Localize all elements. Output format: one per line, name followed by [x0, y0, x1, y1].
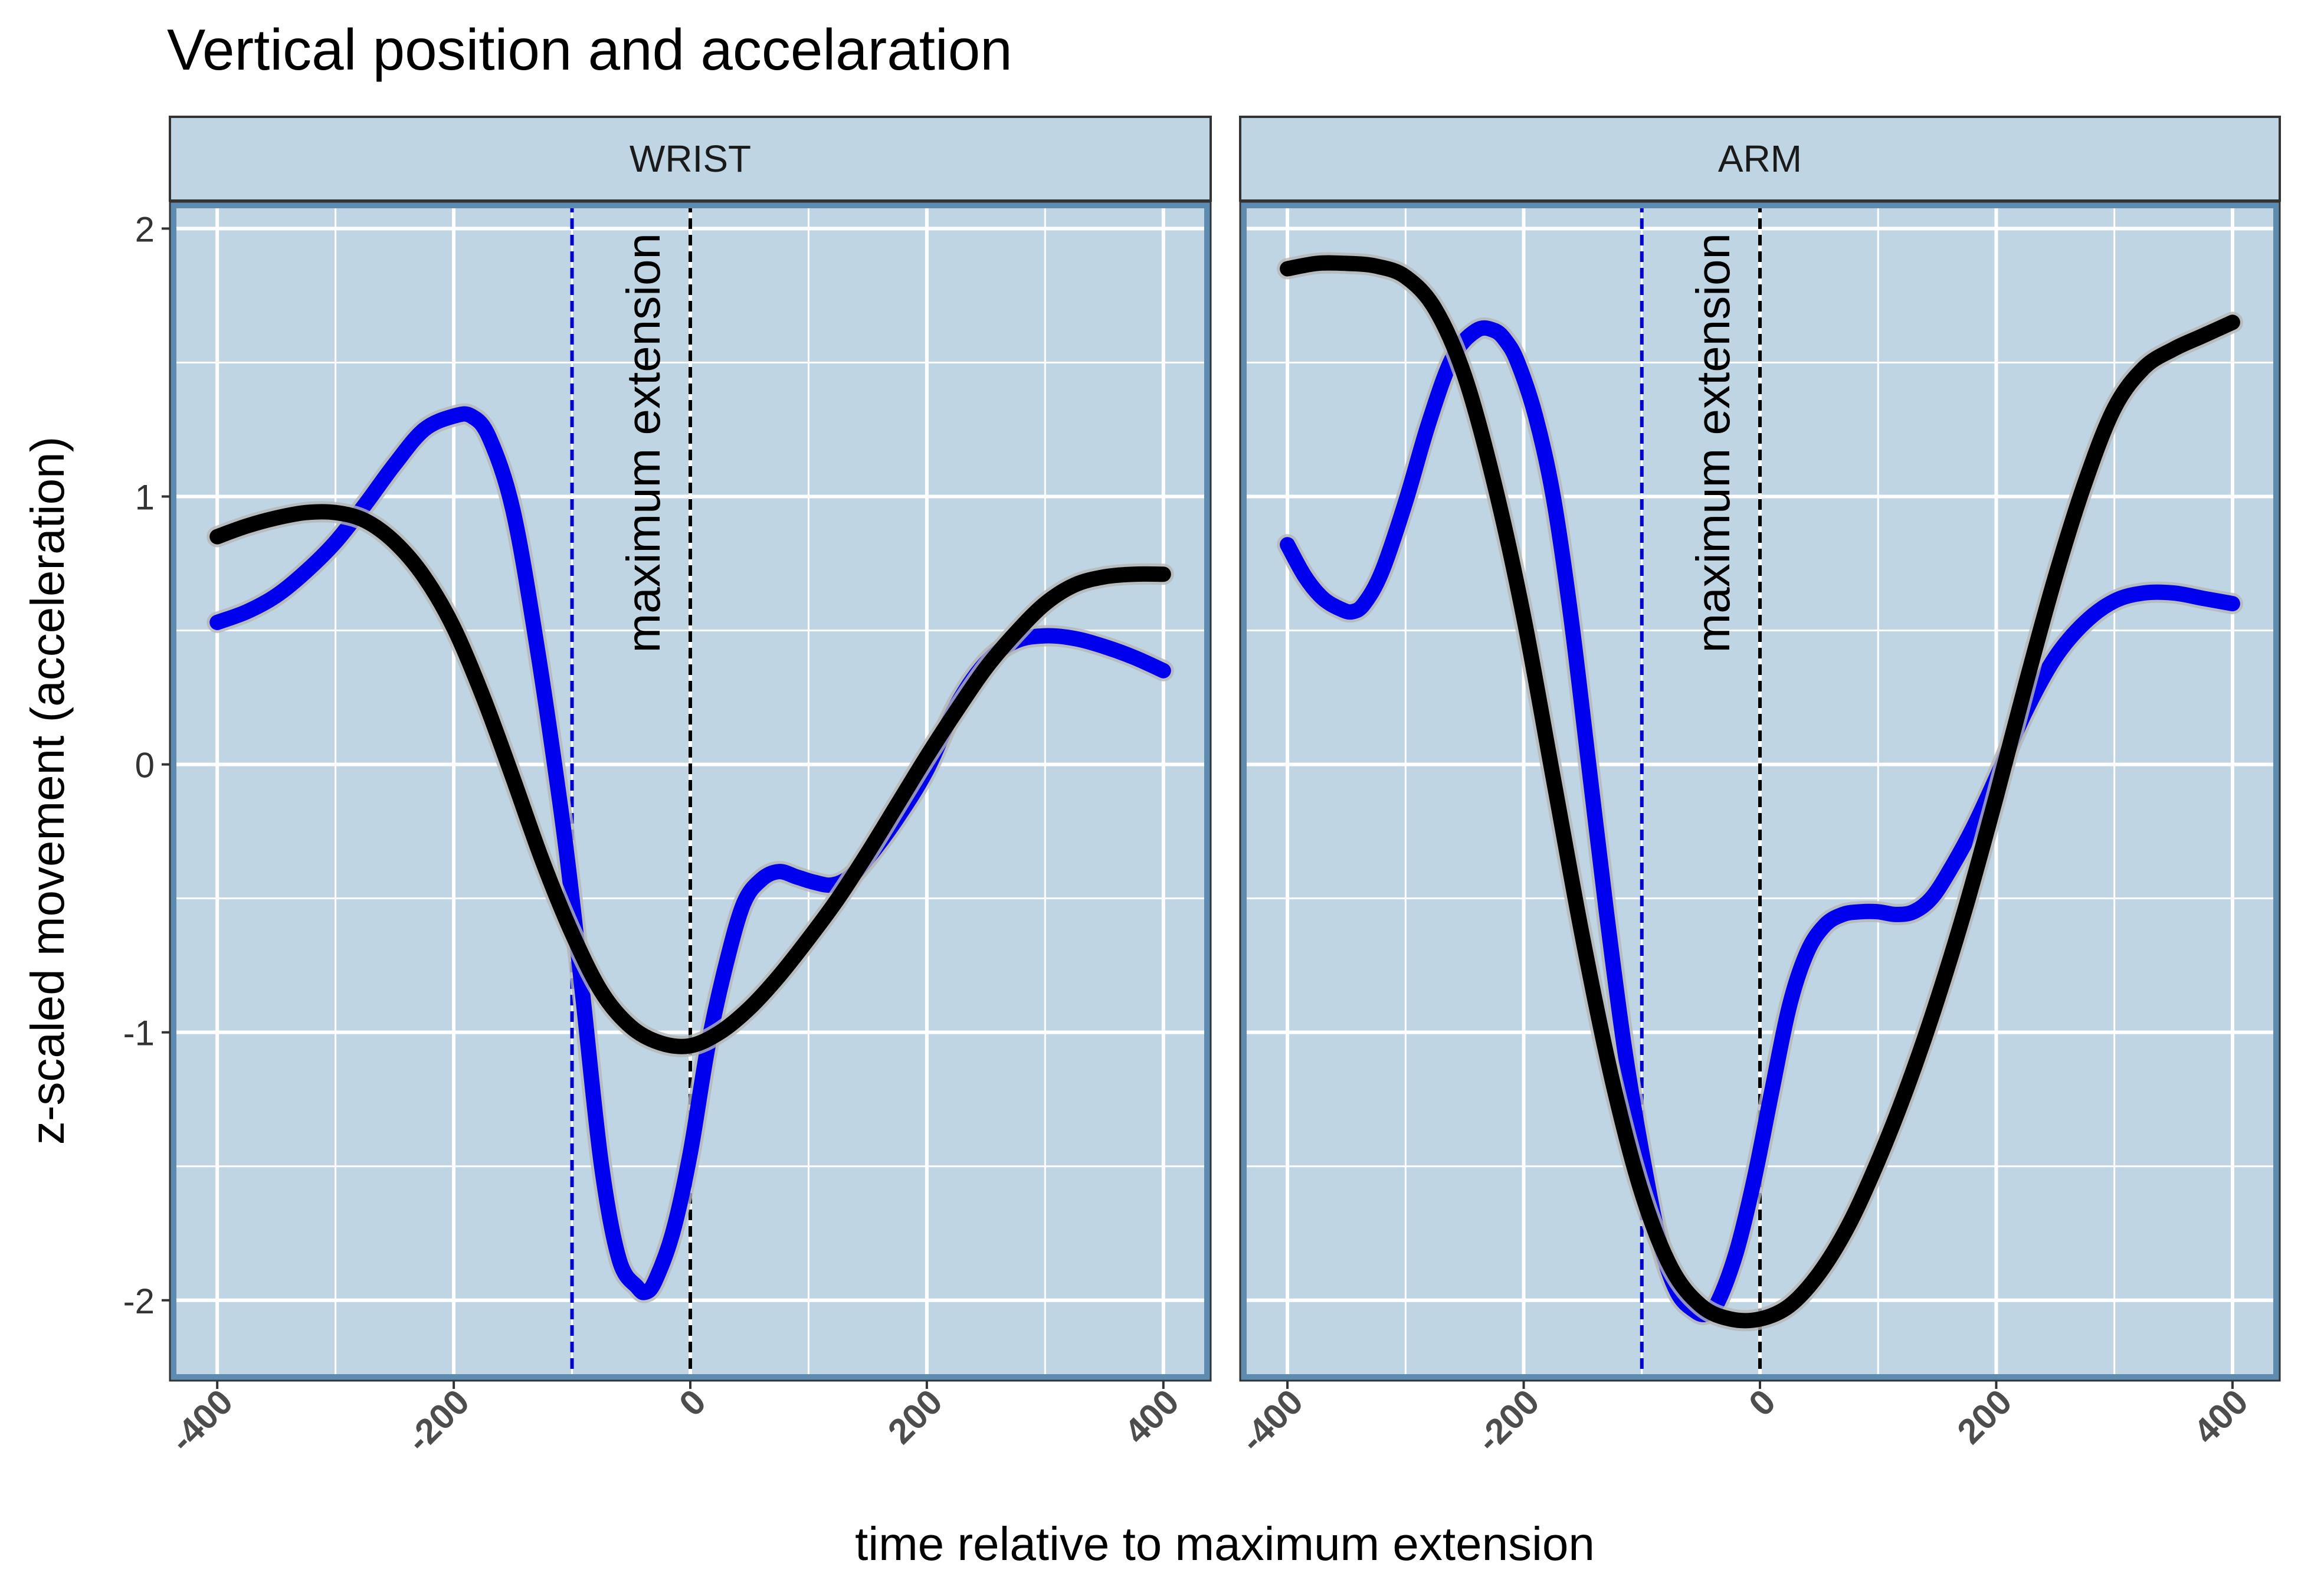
panel-plot-area: maximum extension: [1240, 202, 2280, 1381]
x-tick-label: -400: [162, 1382, 240, 1460]
annotation-label: maximum extension: [617, 233, 670, 653]
y-tick-label: -2: [123, 1282, 155, 1321]
facet-panel-wrist: WRIST maximum extension -400 -200 0 200 400: [162, 116, 1212, 1460]
y-axis-label: z-scaled movement (acceleration): [21, 437, 74, 1145]
x-tick-label: 400: [1117, 1382, 1186, 1451]
x-tick-label: 0: [1741, 1382, 1783, 1424]
y-tick-label: 2: [135, 209, 155, 249]
x-tick-label: -400: [1233, 1382, 1310, 1460]
chart-title: Vertical position and accelaration: [167, 17, 1012, 82]
series-black-line: [209, 504, 1171, 1054]
panel-plot-area: maximum extension: [170, 202, 1211, 1381]
x-tick-label: 200: [880, 1382, 950, 1451]
annotation-label: maximum extension: [1687, 233, 1739, 653]
strip-label: WRIST: [630, 137, 751, 180]
strip-box: [169, 116, 1212, 202]
x-tick-label: -200: [399, 1382, 477, 1460]
panel-border: [1240, 201, 2280, 1381]
y-tick-label: 1: [135, 478, 155, 517]
series-black-line: [1280, 255, 2240, 1329]
x-tick-label: 200: [1949, 1382, 2019, 1451]
strip-label: ARM: [1718, 137, 1802, 180]
y-tick-label: -1: [123, 1014, 155, 1053]
y-tick-label: 0: [135, 746, 155, 785]
x-tick-label: -200: [1469, 1382, 1546, 1460]
x-axis-label: time relative to maximum extension: [855, 1518, 1595, 1570]
panel-border: [169, 201, 1211, 1381]
strip-box: [1239, 116, 2281, 202]
x-tick-label: 400: [2186, 1382, 2256, 1451]
facet-panel-arm: ARM maximum extension -400 -200 0 200 400: [1233, 116, 2281, 1460]
x-tick-label: 0: [671, 1382, 713, 1424]
